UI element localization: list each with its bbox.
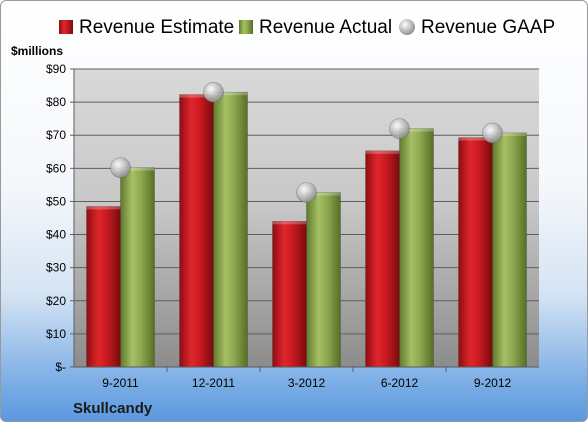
legend-swatch-actual [239, 20, 253, 34]
bar-revenue-actual [213, 91, 248, 368]
bar-revenue-actual [399, 128, 434, 368]
y-tick-label: $10 [46, 327, 66, 341]
legend-label-actual: Revenue Actual [259, 17, 392, 38]
y-tick-label: $90 [46, 62, 66, 76]
y-tick-label: $- [55, 360, 66, 374]
bar-revenue-estimate-top [272, 221, 307, 225]
legend: Revenue Estimate Revenue Actual Revenue … [59, 17, 555, 38]
bar-revenue-actual-top [213, 92, 248, 96]
x-tick-label: 6-2012 [381, 376, 419, 390]
y-tick-label: $60 [46, 161, 66, 175]
gaap-markers [110, 81, 503, 203]
bar-revenue-estimate-top [365, 150, 400, 154]
bar-revenue-estimate [179, 94, 214, 368]
x-tick-label: 3-2012 [288, 376, 326, 390]
bar-revenue-estimate [458, 137, 493, 368]
bar-revenue-actual [492, 132, 527, 368]
y-unit-label: $millions [11, 44, 63, 58]
bar-revenue-estimate-top [86, 206, 121, 210]
bars [86, 91, 527, 368]
x-tick-label: 12-2011 [192, 376, 235, 390]
legend-marker-gaap [399, 19, 415, 35]
x-tick-label: 9-2012 [474, 376, 512, 390]
y-tick-label: $50 [46, 194, 66, 208]
y-tick-label: $20 [46, 294, 66, 308]
legend-label-gaap: Revenue GAAP [421, 17, 555, 38]
y-tick-label: $80 [46, 95, 66, 109]
y-axis-ticks: $- $10 $20 $30 $40 $50 $60 $70 $80 $90 [46, 62, 75, 374]
bar-revenue-estimate-top [458, 137, 493, 141]
x-tick-label: 9-2011 [102, 376, 139, 390]
company-label: Skullcandy [73, 400, 153, 417]
marker-revenue-gaap [389, 118, 410, 139]
bar-revenue-actual-top [120, 167, 155, 171]
bar-revenue-estimate [272, 221, 307, 368]
y-tick-label: $40 [46, 228, 66, 242]
bar-revenue-estimate [365, 150, 400, 368]
bar-revenue-actual-top [306, 192, 341, 196]
legend-swatch-estimate [59, 20, 73, 34]
bar-revenue-actual [120, 167, 155, 368]
bar-revenue-actual-top [492, 132, 527, 136]
bar-revenue-actual [306, 192, 341, 368]
bar-revenue-estimate [86, 206, 121, 368]
bar-revenue-estimate-top [179, 94, 214, 98]
bar-revenue-actual-top [399, 128, 434, 132]
marker-revenue-gaap [482, 122, 503, 144]
marker-revenue-gaap [110, 157, 131, 178]
x-axis-ticks: 9-2011 12-2011 3-2012 6-2012 9-2012 [102, 367, 512, 390]
marker-revenue-gaap [203, 81, 224, 103]
y-tick-label: $30 [46, 261, 66, 275]
marker-revenue-gaap [296, 182, 317, 203]
y-tick-label: $70 [46, 128, 66, 142]
legend-label-estimate: Revenue Estimate [79, 17, 234, 38]
